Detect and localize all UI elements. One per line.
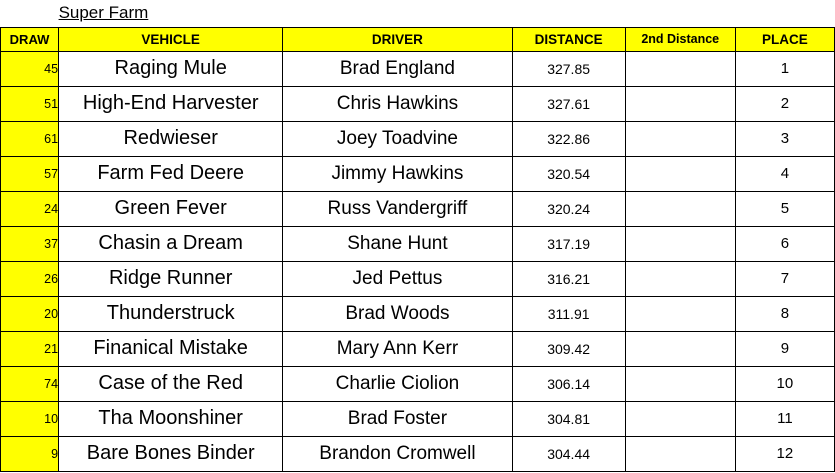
page-title: Super Farm	[58, 3, 149, 23]
draw-number: 51	[0, 85, 60, 122]
vehicle-name: Chasin a Dream	[58, 225, 284, 262]
second-distance-value	[624, 365, 736, 402]
title-spacer-cell	[1, 0, 59, 27]
vehicle-name: Thunderstruck	[58, 295, 284, 332]
distance-value: 304.81	[511, 400, 626, 437]
second-distance-value	[624, 225, 736, 262]
second-distance-value	[624, 120, 736, 157]
distance-value: 320.24	[511, 190, 626, 227]
vehicle-name: Farm Fed Deere	[58, 155, 284, 192]
distance-value: 304.44	[511, 435, 626, 472]
distance-value: 317.19	[511, 225, 626, 262]
distance-value: 327.85	[511, 50, 626, 87]
table-row: 20 Thunderstruck Brad Woods 311.91 8	[0, 295, 835, 332]
driver-name: Brad Woods	[282, 295, 513, 332]
draw-number: 9	[0, 435, 60, 472]
second-distance-value	[624, 85, 736, 122]
table-row: 45 Raging Mule Brad England 327.85 1	[0, 50, 835, 87]
table-row: 9 Bare Bones Binder Brandon Cromwell 304.44…	[0, 435, 835, 472]
driver-name: Shane Hunt	[282, 225, 513, 262]
column-header-distance: DISTANCE	[511, 26, 626, 52]
driver-name: Charlie Ciolion	[282, 365, 513, 402]
draw-number: 20	[0, 295, 60, 332]
place-value: 10	[734, 365, 835, 402]
table-row: 26 Ridge Runner Jed Pettus 316.21 7	[0, 260, 835, 297]
vehicle-name: Bare Bones Binder	[58, 435, 284, 472]
column-header-draw: DRAW	[0, 26, 60, 52]
vehicle-name: Raging Mule	[58, 50, 284, 87]
vehicle-name: Finanical Mistake	[58, 330, 284, 367]
distance-value: 306.14	[511, 365, 626, 402]
distance-value: 311.91	[511, 295, 626, 332]
table-row: 57 Farm Fed Deere Jimmy Hawkins 320.54 4	[0, 155, 835, 192]
title-row: Super Farm	[1, 0, 835, 27]
distance-value: 327.61	[511, 85, 626, 122]
column-header-row: DRAW VEHICLE DRIVER DISTANCE 2nd Distanc…	[0, 26, 835, 52]
place-value: 12	[734, 435, 835, 472]
draw-number: 74	[0, 365, 60, 402]
column-header-vehicle: VEHICLE	[58, 26, 284, 52]
draw-number: 37	[0, 225, 60, 262]
draw-number: 45	[0, 50, 60, 87]
place-value: 9	[734, 330, 835, 367]
second-distance-value	[624, 50, 736, 87]
second-distance-value	[624, 330, 736, 367]
driver-name: Jimmy Hawkins	[282, 155, 513, 192]
place-value: 4	[734, 155, 835, 192]
vehicle-name: Case of the Red	[58, 365, 284, 402]
draw-number: 24	[0, 190, 60, 227]
place-value: 3	[734, 120, 835, 157]
vehicle-name: High-End Harvester	[58, 85, 284, 122]
second-distance-value	[624, 155, 736, 192]
second-distance-value	[624, 435, 736, 472]
vehicle-name: Green Fever	[58, 190, 284, 227]
draw-number: 21	[0, 330, 60, 367]
table-row: 10 Tha Moonshiner Brad Foster 304.81 11	[0, 400, 835, 437]
table-row: 51 High-End Harvester Chris Hawkins 327.61 2	[0, 85, 835, 122]
driver-name: Brad Foster	[282, 400, 513, 437]
draw-number: 26	[0, 260, 60, 297]
table-row: 74 Case of the Red Charlie Ciolion 306.14 10	[0, 365, 835, 402]
driver-name: Jed Pettus	[282, 260, 513, 297]
driver-name: Joey Toadvine	[282, 120, 513, 157]
table-row: 61 Redwieser Joey Toadvine 322.86 3	[0, 120, 835, 157]
driver-name: Mary Ann Kerr	[282, 330, 513, 367]
place-value: 11	[734, 400, 835, 437]
vehicle-name: Redwieser	[58, 120, 284, 157]
second-distance-value	[624, 190, 736, 227]
driver-name: Brandon Cromwell	[282, 435, 513, 472]
column-header-place: PLACE	[734, 26, 835, 52]
place-value: 2	[734, 85, 835, 122]
vehicle-name: Tha Moonshiner	[58, 400, 284, 437]
second-distance-value	[624, 400, 736, 437]
draw-number: 10	[0, 400, 60, 437]
driver-name: Russ Vandergriff	[282, 190, 513, 227]
second-distance-value	[624, 260, 736, 297]
table-row: 21 Finanical Mistake Mary Ann Kerr 309.42 9	[0, 330, 835, 367]
place-value: 8	[734, 295, 835, 332]
table-row: 37 Chasin a Dream Shane Hunt 317.19 6	[0, 225, 835, 262]
vehicle-name: Ridge Runner	[58, 260, 284, 297]
distance-value: 316.21	[511, 260, 626, 297]
place-value: 5	[734, 190, 835, 227]
draw-number: 61	[0, 120, 60, 157]
driver-name: Brad England	[282, 50, 513, 87]
distance-value: 322.86	[511, 120, 626, 157]
second-distance-value	[624, 295, 736, 332]
place-value: 7	[734, 260, 835, 297]
distance-value: 320.54	[511, 155, 626, 192]
column-header-second-distance: 2nd Distance	[624, 26, 736, 52]
distance-value: 309.42	[511, 330, 626, 367]
table-row: 24 Green Fever Russ Vandergriff 320.24 5	[0, 190, 835, 227]
column-header-driver: DRIVER	[282, 26, 513, 52]
driver-name: Chris Hawkins	[282, 85, 513, 122]
place-value: 1	[734, 50, 835, 87]
draw-number: 57	[0, 155, 60, 192]
place-value: 6	[734, 225, 835, 262]
